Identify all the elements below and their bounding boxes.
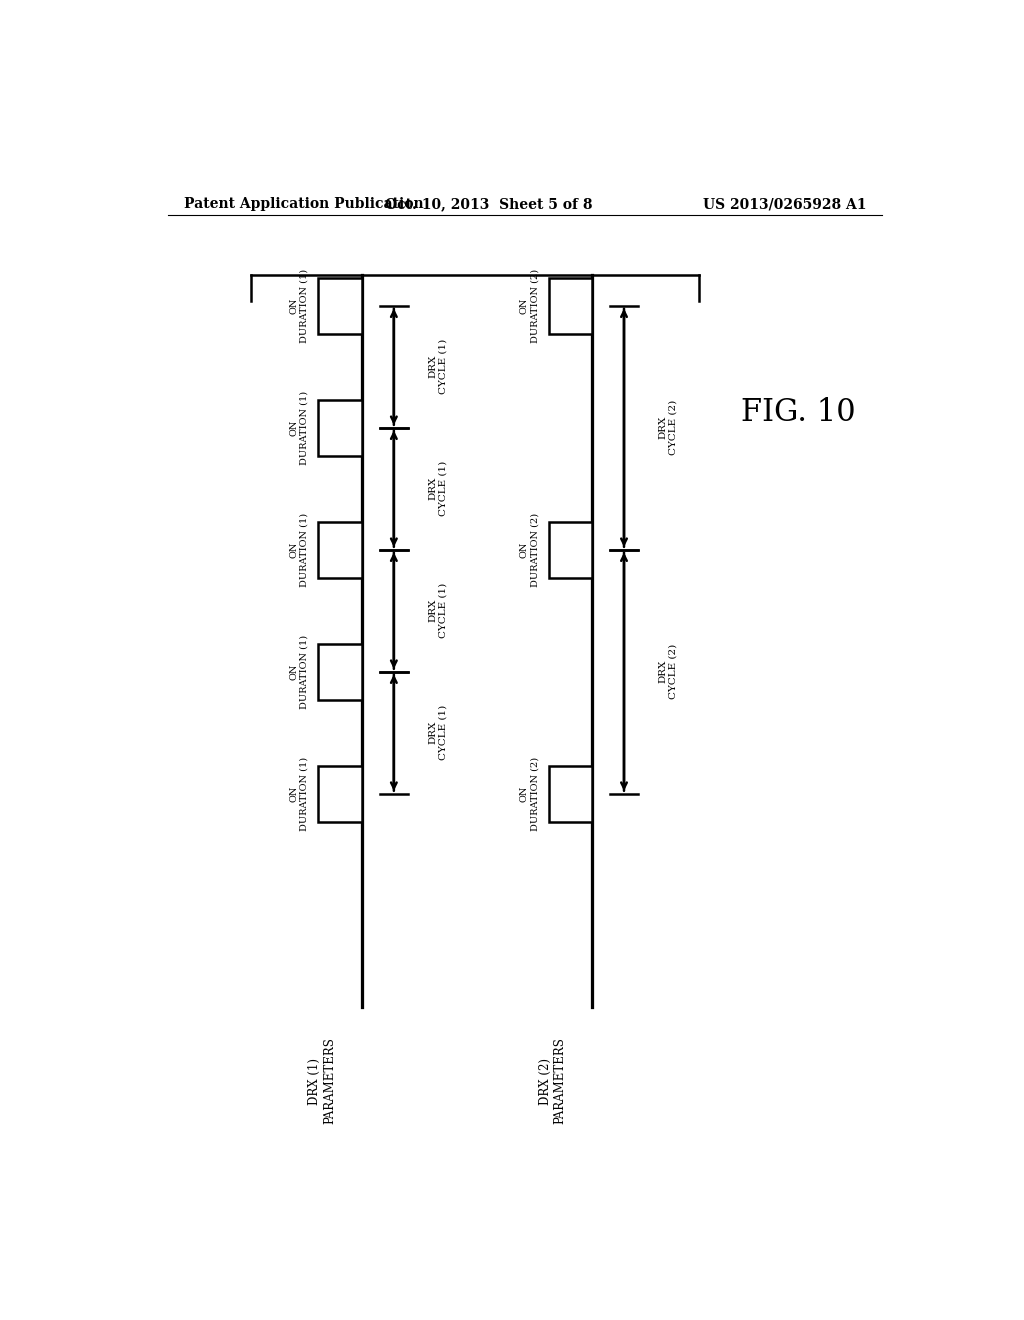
Text: DRX
CYCLE (1): DRX CYCLE (1) [428,339,447,395]
Text: ON
DURATION (1): ON DURATION (1) [290,756,309,830]
Text: ON
DURATION (1): ON DURATION (1) [290,269,309,343]
Text: DRX
CYCLE (2): DRX CYCLE (2) [658,644,678,700]
Text: Patent Application Publication: Patent Application Publication [183,197,423,211]
Text: ON
DURATION (2): ON DURATION (2) [520,269,539,343]
Text: ON
DURATION (2): ON DURATION (2) [520,756,539,830]
Text: ON
DURATION (2): ON DURATION (2) [520,512,539,587]
Text: DRX (1)
PARAMETERS: DRX (1) PARAMETERS [308,1038,337,1125]
Bar [318,400,362,455]
Text: ON
DURATION (1): ON DURATION (1) [290,391,309,465]
Text: DRX (2)
PARAMETERS: DRX (2) PARAMETERS [539,1038,566,1125]
Bar [318,277,362,334]
Bar [318,644,362,700]
Text: ON
DURATION (1): ON DURATION (1) [290,512,309,587]
Text: DRX
CYCLE (1): DRX CYCLE (1) [428,705,447,760]
Bar [318,766,362,821]
Text: DRX
CYCLE (1): DRX CYCLE (1) [428,461,447,516]
Text: US 2013/0265928 A1: US 2013/0265928 A1 [702,197,866,211]
Bar [549,766,592,821]
Bar [318,521,362,578]
Text: DRX
CYCLE (1): DRX CYCLE (1) [428,583,447,639]
Bar [549,277,592,334]
Text: FIG. 10: FIG. 10 [741,397,856,428]
Text: ON
DURATION (1): ON DURATION (1) [290,635,309,709]
Bar [549,521,592,578]
Text: Oct. 10, 2013  Sheet 5 of 8: Oct. 10, 2013 Sheet 5 of 8 [385,197,593,211]
Text: DRX
CYCLE (2): DRX CYCLE (2) [658,400,678,455]
